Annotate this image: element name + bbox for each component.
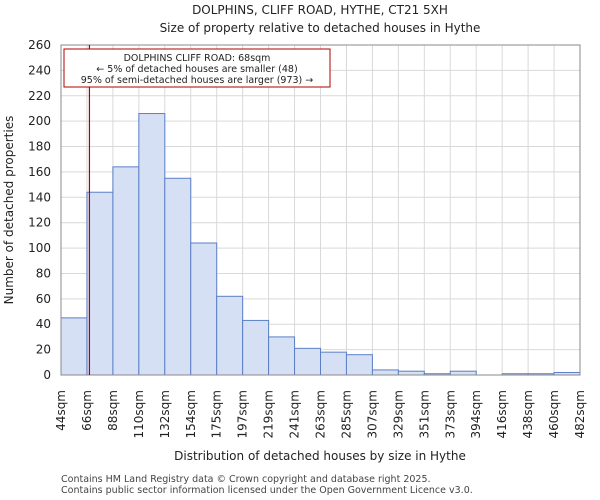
bar: [60, 317, 88, 376]
bar: [320, 351, 347, 376]
bar: [190, 242, 218, 376]
x-tick-label: 66sqm: [80, 390, 94, 431]
y-tick-label: 220: [28, 89, 51, 103]
bar: [449, 370, 477, 376]
y-tick-label: 60: [36, 292, 51, 306]
y-tick-label: 80: [36, 266, 51, 280]
x-tick-label: 416sqm: [495, 390, 509, 438]
y-tick-label: 260: [28, 38, 51, 52]
x-tick-label: 307sqm: [365, 390, 379, 438]
x-axis-label: Distribution of detached houses by size …: [174, 449, 466, 463]
bar: [86, 191, 114, 376]
bar: [371, 369, 399, 376]
x-tick-label: 285sqm: [339, 390, 353, 438]
bar: [268, 336, 296, 376]
x-tick-label: 460sqm: [547, 390, 561, 438]
x-tick-label: 373sqm: [443, 390, 457, 438]
x-tick-label: 132sqm: [158, 390, 172, 438]
annotation-line-2: ← 5% of detached houses are smaller (48): [96, 64, 297, 75]
x-tick-label: 154sqm: [184, 390, 198, 438]
y-tick-label: 160: [28, 165, 51, 179]
y-tick-label: 180: [28, 140, 51, 154]
bars: [60, 113, 581, 376]
x-tick-label: 351sqm: [417, 390, 431, 438]
x-tick-label: 394sqm: [469, 390, 483, 438]
annotation-line-3: 95% of semi-detached houses are larger (…: [81, 75, 314, 86]
x-tick-label: 175sqm: [210, 390, 224, 438]
y-tick-label: 140: [28, 190, 51, 204]
x-tick-label: 88sqm: [106, 390, 120, 431]
plot-frame: [60, 44, 581, 376]
x-tick-label: 241sqm: [288, 390, 302, 438]
annotation-line-1: DOLPHINS CLIFF ROAD: 68sqm: [124, 53, 271, 64]
x-tick-label: 197sqm: [236, 390, 250, 438]
x-tick-label: 219sqm: [262, 390, 276, 438]
chart-subtitle: Size of property relative to detached ho…: [160, 21, 481, 35]
y-tick-labels: 0 20 40 60 80 100 120 140 160 180 200 220 240 260: [28, 38, 51, 382]
bar: [138, 113, 166, 376]
bar: [294, 347, 321, 376]
x-tick-label: 263sqm: [314, 390, 328, 438]
bar: [345, 354, 373, 376]
y-axis-label: Number of detached properties: [2, 116, 16, 305]
bar: [112, 166, 140, 376]
annotation-box: [63, 48, 331, 88]
x-tick-label: 110sqm: [132, 390, 146, 438]
chart-title: DOLPHINS, CLIFF ROAD, HYTHE, CT21 5XH: [192, 3, 448, 17]
y-tick-label: 200: [28, 114, 51, 128]
bar: [216, 295, 244, 376]
x-tick-label: 44sqm: [54, 390, 68, 431]
histogram-chart: DOLPHINS, CLIFF ROAD, HYTHE, CT21 5XH Si…: [2, 3, 587, 463]
y-tick-label: 0: [43, 368, 51, 382]
bar: [164, 177, 192, 376]
bar: [397, 370, 425, 376]
x-tick-label: 438sqm: [521, 390, 535, 438]
y-tick-label: 40: [36, 317, 51, 331]
y-tick-label: 240: [28, 63, 51, 77]
footer-licence: Contains public sector information licen…: [61, 485, 473, 496]
footer-copyright: Contains HM Land Registry data © Crown c…: [61, 474, 431, 485]
x-tick-labels: 44sqm 66sqm 88sqm 110sqm 132sqm 154sqm 175sqm 1…: [54, 390, 587, 438]
x-tick-label: 482sqm: [573, 390, 587, 438]
y-tick-label: 100: [28, 241, 51, 255]
x-tick-label: 329sqm: [391, 390, 405, 438]
bar: [242, 319, 270, 376]
y-tick-label: 20: [36, 343, 51, 357]
y-tick-label: 120: [28, 216, 51, 230]
